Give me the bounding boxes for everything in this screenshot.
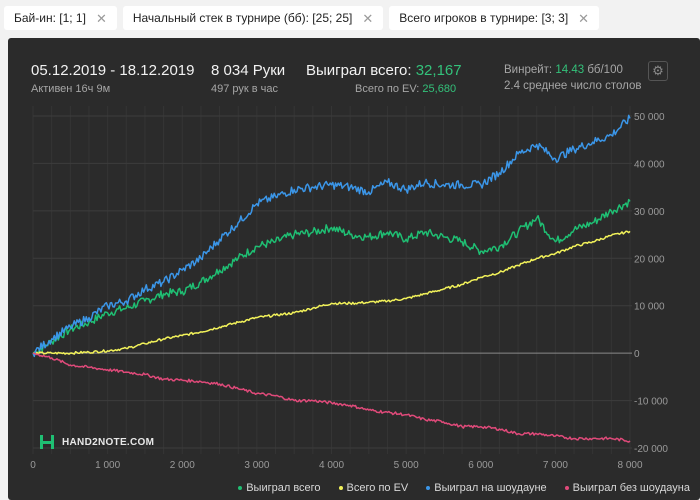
legend-item-nonshowdown[interactable]: Выиграл без шоудауна — [564, 482, 690, 494]
close-icon[interactable]: ✕ — [578, 10, 590, 26]
x-tick-label: 7 000 — [543, 460, 568, 471]
y-tick-label: -20 000 — [634, 444, 668, 455]
close-icon[interactable]: ✕ — [95, 10, 107, 26]
winrate-value: 14.43 — [555, 64, 585, 76]
legend-label: Выиграл на шоудауне — [434, 482, 547, 494]
x-tick-label: 4 000 — [319, 460, 344, 471]
series-line-2 — [32, 114, 631, 358]
legend-dot — [564, 486, 569, 490]
summary-header: 05.12.2019 - 18.12.2019 Активен 16ч 9м 8… — [8, 38, 700, 95]
hand2note-logo-icon — [38, 433, 56, 451]
x-tick-label: 0 — [30, 460, 36, 471]
filter-chip-label: Начальный стек в турнире (бб): [25; 25] — [132, 11, 353, 25]
won-total-value: 32,167 — [415, 62, 462, 79]
legend-label: Всего по EV — [346, 482, 409, 494]
legend-item-ev[interactable]: Всего по EV — [338, 482, 409, 494]
x-tick-label: 2 000 — [170, 460, 195, 471]
y-tick-label: 10 000 — [634, 302, 665, 313]
filter-chip-start-stack[interactable]: Начальный стек в турнире (бб): [25; 25] … — [122, 6, 384, 30]
graph-panel: 05.12.2019 - 18.12.2019 Активен 16ч 9м 8… — [8, 38, 700, 500]
filter-chip-label: Бай-ин: [1; 1] — [14, 11, 86, 25]
y-tick-label: -10 000 — [634, 397, 668, 408]
x-tick-label: 8 000 — [617, 460, 642, 471]
legend-label: Выиграл без шоудауна — [572, 482, 690, 494]
legend-dot — [238, 486, 243, 490]
ev-total-label: Всего по EV: — [355, 83, 420, 95]
legend-dot — [338, 486, 343, 490]
x-tick-label: 5 000 — [394, 460, 419, 471]
ev-total: Всего по EV: 25,680 — [355, 83, 456, 95]
gear-icon: ⚙ — [652, 63, 664, 78]
legend-item-showdown[interactable]: Выиграл на шоудауне — [426, 482, 547, 494]
filter-chip-buyin[interactable]: Бай-ин: [1; 1] ✕ — [4, 6, 117, 30]
close-icon[interactable]: ✕ — [362, 10, 374, 26]
x-tick-label: 6 000 — [468, 460, 493, 471]
legend-dot — [426, 486, 431, 490]
brand-name: HAND2NOTE.COM — [62, 436, 155, 448]
avg-tables: 2.4 среднее число столов — [504, 80, 642, 92]
legend-label: Выиграл всего — [246, 482, 321, 494]
hands-count: 8 034 Руки — [211, 62, 286, 79]
y-tick-label: 0 — [634, 349, 640, 360]
chart-legend: Выиграл всего Всего по EV Выиграл на шоу… — [238, 482, 690, 494]
date-range: 05.12.2019 - 18.12.2019 — [31, 62, 195, 79]
active-time: Активен 16ч 9м — [31, 83, 111, 95]
bankroll-chart: 50 000 40 000 30 000 20 000 10 000 0 -10 000 -2… — [30, 106, 668, 471]
won-total-label: Выиграл всего: — [306, 62, 412, 79]
series-line-1 — [32, 230, 631, 355]
settings-button[interactable]: ⚙ — [648, 61, 668, 81]
filter-chip-label: Всего игроков в турнире: [3; 3] — [399, 11, 569, 25]
y-tick-label: 20 000 — [634, 254, 665, 265]
ev-total-value: 25,680 — [422, 83, 457, 95]
filter-chip-players[interactable]: Всего игроков в турнире: [3; 3] ✕ — [389, 6, 600, 30]
winrate-label: Винрейт: — [504, 64, 553, 76]
filter-bar: Бай-ин: [1; 1] ✕ Начальный стек в турнир… — [0, 0, 700, 36]
x-tick-label: 1 000 — [95, 460, 120, 471]
winrate: Винрейт: 14.43 бб/100 — [504, 64, 623, 76]
legend-item-won[interactable]: Выиграл всего — [238, 482, 321, 494]
y-tick-label: 50 000 — [634, 112, 665, 123]
winrate-unit: бб/100 — [587, 64, 623, 76]
brand-logo: HAND2NOTE.COM — [38, 433, 154, 451]
hands-per-hour: 497 рук в час — [211, 83, 279, 95]
series-line-3 — [32, 352, 631, 443]
y-tick-label: 40 000 — [634, 159, 665, 170]
won-total: Выиграл всего: 32,167 — [306, 62, 462, 79]
y-tick-label: 30 000 — [634, 207, 665, 218]
series-line-0 — [32, 198, 631, 355]
x-tick-label: 3 000 — [244, 460, 269, 471]
